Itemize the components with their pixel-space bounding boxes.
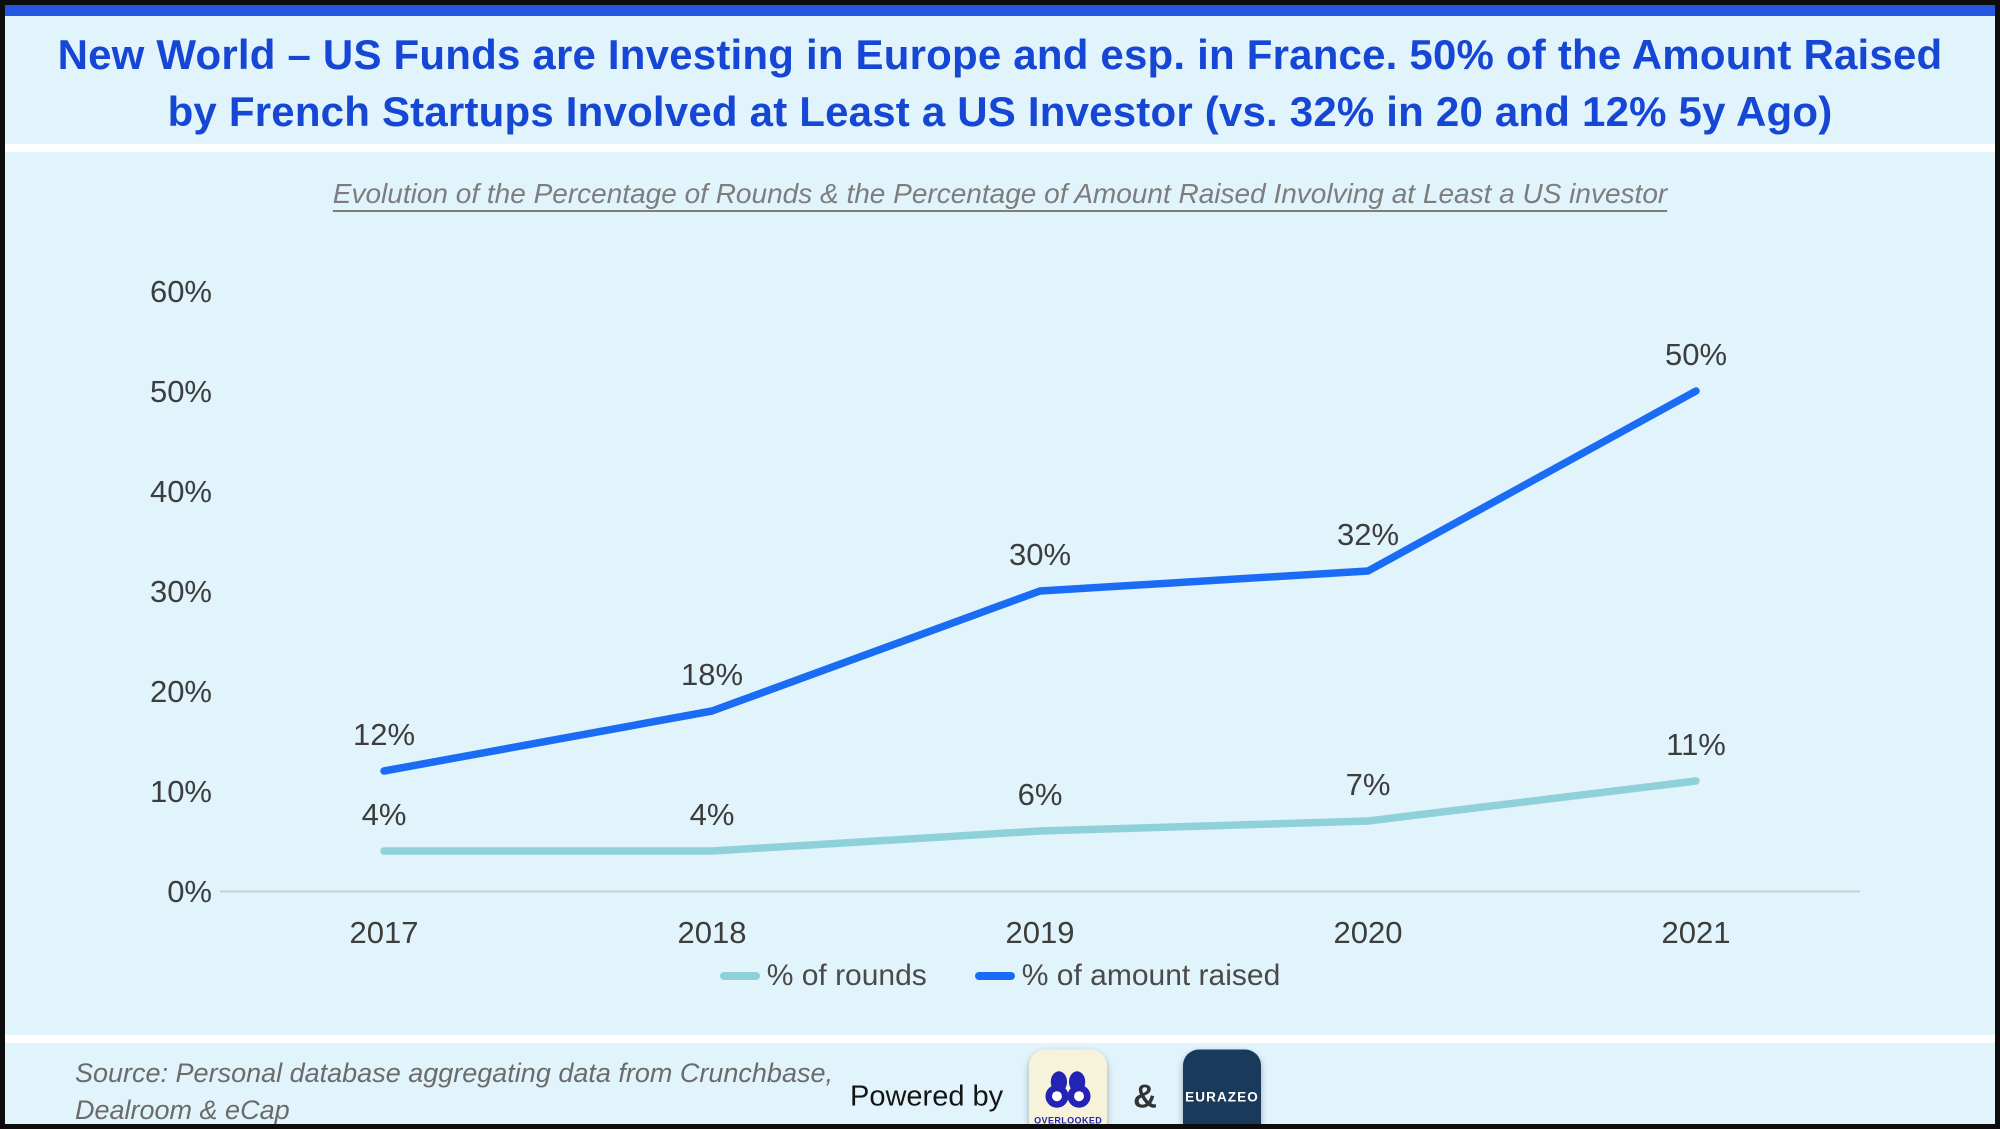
data-label: 11% <box>1666 727 1726 762</box>
binoculars-icon <box>1045 1070 1091 1108</box>
chart-plot-svg: 0% 10% 20% 30% 40% 50% 60% 4% 4% 6% 7% 11% 12% 18% 30%… <box>150 274 1860 950</box>
top-accent-bar <box>5 5 1995 16</box>
y-axis-label: 50% <box>150 374 212 409</box>
legend-label-rounds: % of rounds <box>766 959 927 992</box>
eurazeo-logo-label: EURAZEO <box>1185 1089 1259 1104</box>
legend-item-amount-raised: % of amount raised <box>974 959 1281 993</box>
data-labels-of-amount-raised: 12% 18% 30% 32% 50% <box>353 337 1727 752</box>
x-axis-label: 2020 <box>1334 915 1403 950</box>
slide-title-line-2: by French Startups Involved at Least a U… <box>167 88 1833 135</box>
legend-swatch-amount-raised <box>974 972 1015 980</box>
slide-title: New World – US Funds are Investing in Eu… <box>5 16 1995 152</box>
y-axis-label: 40% <box>150 474 212 509</box>
slide-title-line-1: New World – US Funds are Investing in Eu… <box>57 31 1943 78</box>
overlooked-logo: OVERLOOKED <box>1029 1049 1108 1125</box>
overlooked-logo-label: OVERLOOKED <box>1034 1115 1103 1125</box>
series-line-of-rounds <box>380 777 1700 855</box>
data-label: 4% <box>362 797 407 832</box>
footer: Source: Personal database aggregating da… <box>5 1035 1995 1125</box>
powered-by-row: Powered by OVERLOOKED & EURAZEO <box>850 1049 1261 1125</box>
y-axis-labels: 0% 10% 20% 30% 40% 50% 60% <box>150 274 212 909</box>
legend-swatch-rounds <box>719 972 760 980</box>
x-axis-labels: 2017 2018 2019 2020 2021 <box>350 915 1731 950</box>
chart-subtitle: Evolution of the Percentage of Rounds & … <box>332 178 1668 209</box>
x-axis-label: 2021 <box>1662 915 1731 950</box>
data-labels-of-rounds: 4% 4% 6% 7% 11% <box>362 727 1726 832</box>
source-note-line-2: Dealroom & eCap <box>75 1095 290 1125</box>
y-axis-label: 20% <box>150 674 212 709</box>
y-axis-label: 0% <box>167 874 212 909</box>
data-label: 6% <box>1018 777 1063 812</box>
x-axis-label: 2017 <box>350 915 419 950</box>
series-line-of-amount-raised <box>380 387 1700 775</box>
ampersand: & <box>1133 1077 1157 1115</box>
y-axis-label: 60% <box>150 274 212 309</box>
data-label: 7% <box>1346 767 1391 802</box>
data-label: 32% <box>1337 517 1399 552</box>
data-label: 50% <box>1665 337 1727 372</box>
x-axis-label: 2018 <box>678 915 747 950</box>
chart-legend: % of rounds % of amount raised <box>5 959 1995 993</box>
x-axis-label: 2019 <box>1006 915 1075 950</box>
data-label: 30% <box>1009 537 1071 572</box>
line-chart: Evolution of the Percentage of Rounds & … <box>5 178 1995 1035</box>
legend-label-amount-raised: % of amount raised <box>1021 959 1281 992</box>
data-label: 4% <box>690 797 735 832</box>
data-label: 18% <box>681 657 743 692</box>
data-label: 12% <box>353 717 415 752</box>
source-note-line-1: Source: Personal database aggregating da… <box>75 1058 833 1088</box>
eurazeo-logo: EURAZEO <box>1183 1049 1261 1124</box>
legend-item-rounds: % of rounds <box>719 959 927 993</box>
y-axis-label: 10% <box>150 774 212 809</box>
source-note: Source: Personal database aggregating da… <box>75 1055 875 1125</box>
y-axis-label: 30% <box>150 574 212 609</box>
powered-by-label: Powered by <box>850 1080 1004 1112</box>
